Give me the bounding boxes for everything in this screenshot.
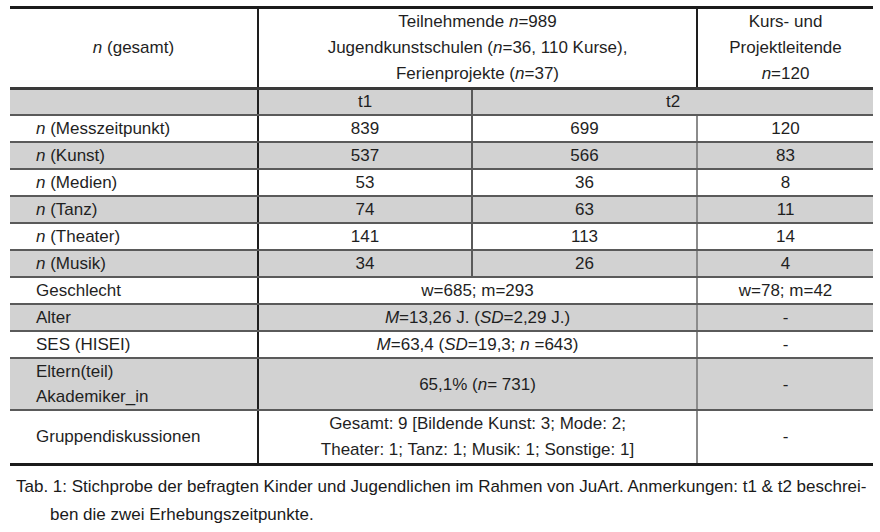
table-row-ses: SES (HISEI) M=63,4 (SD=19,3; n =643) - <box>10 331 873 358</box>
header-cell-total: n (gesamt) <box>10 8 258 89</box>
row-label: n (Medien) <box>10 169 258 196</box>
merged-value: 65,1% (n= 731) <box>258 358 697 410</box>
timepoint-empty-cell <box>10 89 258 116</box>
table-row-alter: Alter M=13,26 J. (SD=2,29 J.) - <box>10 304 873 331</box>
leaders-value: 11 <box>697 196 873 223</box>
caption-line-1: Tab. 1: Stichprobe der befragten Kinder … <box>16 473 872 501</box>
header-cell-participants: Teilnehmende n=989Jugendkunstschulen (n=… <box>258 8 697 89</box>
table-row-tanz: n (Tanz) 74 63 11 <box>10 196 873 223</box>
t1-value: 74 <box>258 196 472 223</box>
t1-value: 537 <box>258 142 472 169</box>
row-label: n (Theater) <box>10 223 258 250</box>
table-row-geschlecht: Geschlecht w=685; m=293 w=78; m=42 <box>10 277 873 304</box>
row-label: SES (HISEI) <box>10 331 258 358</box>
header-row: n (gesamt) Teilnehmende n=989Jugendkunst… <box>10 8 873 89</box>
leaders-value: 120 <box>697 115 873 142</box>
table-row-musik: n (Musik) 34 26 4 <box>10 250 873 277</box>
table-row-kunst: n (Kunst) 537 566 83 <box>10 142 873 169</box>
leaders-value: 83 <box>697 142 873 169</box>
row-label: n (Tanz) <box>10 196 258 223</box>
leaders-value: 14 <box>697 223 873 250</box>
row-label: Gruppendiskussionen <box>10 410 258 465</box>
merged-value: w=685; m=293 <box>258 277 697 304</box>
timepoint-t1-cell: t1 <box>258 89 472 116</box>
leaders-value: - <box>697 331 873 358</box>
table-row-messzeitpunkt: n (Messzeitpunkt) 839 699 120 <box>10 115 873 142</box>
t2-value: 36 <box>472 169 697 196</box>
t1-value: 34 <box>258 250 472 277</box>
merged-value: M=13,26 J. (SD=2,29 J.) <box>258 304 697 331</box>
table-row-eltern-akademiker: Eltern(teil)Akademiker_in 65,1% (n= 731)… <box>10 358 873 410</box>
header-cell-leaders: Kurs- undProjektleitenden=120 <box>697 8 873 89</box>
t2-value: 113 <box>472 223 697 250</box>
row-label: Alter <box>10 304 258 331</box>
leaders-value: w=78; m=42 <box>697 277 873 304</box>
timepoint-band-row: t1 t2 <box>10 89 873 116</box>
leaders-value: 8 <box>697 169 873 196</box>
row-label: n (Musik) <box>10 250 258 277</box>
row-label: Geschlecht <box>10 277 258 304</box>
t2-value: 566 <box>472 142 697 169</box>
t2-value: 699 <box>472 115 697 142</box>
t2-value: 26 <box>472 250 697 277</box>
caption-line-2: ben die zwei Erhebungszeitpunkte. <box>50 501 872 529</box>
t2-value: 63 <box>472 196 697 223</box>
table-row-theater: n (Theater) 141 113 14 <box>10 223 873 250</box>
merged-value: Gesamt: 9 [Bildende Kunst: 3; Mode: 2;Th… <box>258 410 697 465</box>
table-row-gruppendiskussionen: Gruppendiskussionen Gesamt: 9 [Bildende … <box>10 410 873 465</box>
leaders-value: 4 <box>697 250 873 277</box>
leaders-value: - <box>697 358 873 410</box>
row-label: Eltern(teil)Akademiker_in <box>10 358 258 410</box>
row-label: n (Messzeitpunkt) <box>10 115 258 142</box>
t1-value: 141 <box>258 223 472 250</box>
merged-value: M=63,4 (SD=19,3; n =643) <box>258 331 697 358</box>
row-label: n (Kunst) <box>10 142 258 169</box>
leaders-value: - <box>697 304 873 331</box>
timepoint-t2-cell: t2 <box>472 89 873 116</box>
t1-value: 839 <box>258 115 472 142</box>
table-caption: Tab. 1: Stichprobe der befragten Kinder … <box>16 473 872 529</box>
t1-value: 53 <box>258 169 472 196</box>
table-row-medien: n (Medien) 53 36 8 <box>10 169 873 196</box>
leaders-value: - <box>697 410 873 465</box>
juart-sample-table: n (gesamt) Teilnehmende n=989Jugendkunst… <box>10 6 873 466</box>
